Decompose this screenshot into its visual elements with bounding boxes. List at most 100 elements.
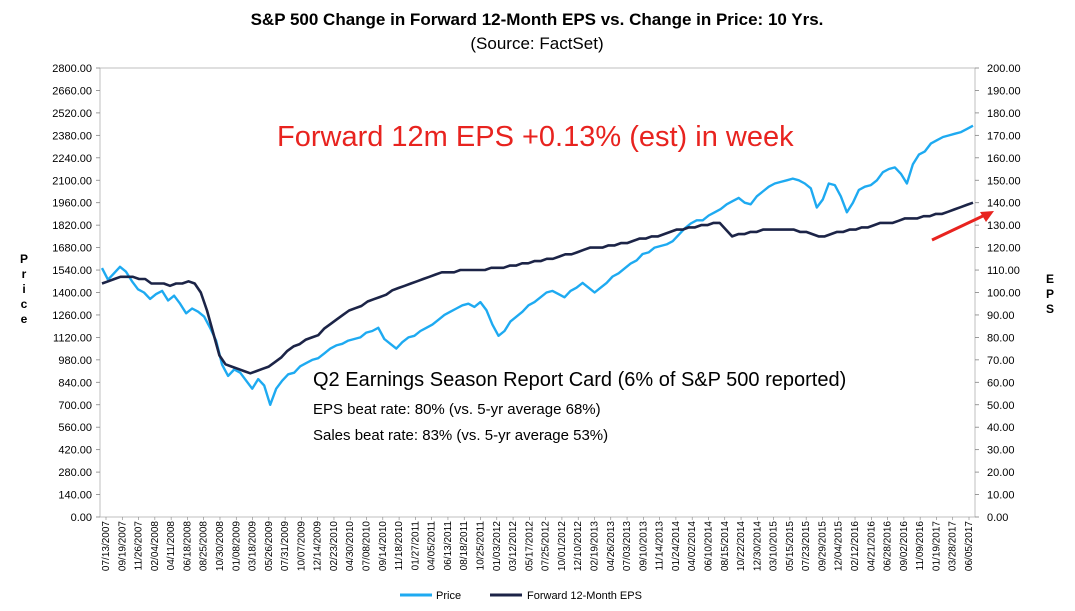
x-tick-label: 04/30/2010 [345,521,356,571]
report-card-title: Q2 Earnings Season Report Card (6% of S&… [313,369,846,391]
x-tick-label: 11/09/2016 [915,521,926,571]
x-tick-label: 02/23/2010 [329,521,340,571]
x-tick-label: 07/03/2013 [622,521,633,571]
x-tick-label: 07/13/2007 [101,521,112,571]
y-left-tick-label: 140.00 [58,490,92,502]
y-left-tick-label: 2380.00 [52,130,92,142]
x-tick-label: 12/10/2012 [573,521,584,571]
y-right-tick-label: 120.00 [987,243,1021,255]
x-tick-label: 01/19/2017 [931,521,942,571]
y-right-tick-label: 80.00 [987,332,1015,344]
x-tick-label: 06/10/2014 [703,521,714,571]
y-right-tick-label: 140.00 [987,198,1021,210]
x-tick-label: 09/02/2016 [899,521,910,571]
price-series-line [100,124,974,406]
y-right-tick-label: 30.00 [987,445,1015,457]
x-tick-label: 08/18/2011 [459,521,470,571]
x-tick-label: 01/27/2011 [410,521,421,571]
legend: Price Forward 12-Month EPS [400,590,642,602]
y-right-tick-label: 130.00 [987,220,1021,232]
x-tick-label: 10/22/2014 [736,521,747,571]
y-left-tick-label: 1820.00 [52,220,92,232]
x-tick-label: 05/17/2012 [524,521,535,571]
x-tick-label: 04/11/2008 [166,521,177,571]
x-tick-label: 12/30/2014 [752,521,763,571]
y-left-tick-label: 2100.00 [52,175,92,187]
y-left-tick-label: 2520.00 [52,108,92,120]
y-right-tick-label: 70.00 [987,355,1015,367]
x-tick-label: 01/08/2009 [231,521,242,571]
x-tick-label: 02/04/2008 [150,521,161,571]
y-right-tick-label: 90.00 [987,310,1015,322]
y-right-tick-label: 20.00 [987,467,1015,479]
y-left-tick-label: 560.00 [58,422,92,434]
y-right-tick-label: 170.00 [987,130,1021,142]
y-right-tick-label: 0.00 [987,512,1008,524]
eps-beat-rate: EPS beat rate: 80% (vs. 5-yr average 68%… [313,401,601,418]
y-left-tick-label: 1540.00 [52,265,92,277]
x-tick-label: 05/26/2009 [264,521,275,571]
y-right-tick-label: 40.00 [987,422,1015,434]
x-tick-label: 04/05/2011 [427,521,438,571]
y-left-tick-label: 1960.00 [52,198,92,210]
x-tick-label: 01/03/2012 [492,521,503,571]
y-left-tick-label: 700.00 [58,400,92,412]
y-axis-right: 0.00 10.00 20.00 30.00 40.00 50.00 60.00 70.00 8… [975,63,1021,524]
trend-arrow-shaft [931,213,986,242]
y-right-tick-label: 180.00 [987,108,1021,120]
x-tick-label: 02/19/2013 [589,521,600,571]
x-tick-label: 06/28/2016 [883,521,894,571]
x-tick-label: 06/13/2011 [443,521,454,571]
y-right-tick-label: 190.00 [987,85,1021,97]
y-left-tick-label: 420.00 [58,445,92,457]
x-tick-label: 04/26/2013 [606,521,617,571]
legend-eps-label: Forward 12-Month EPS [527,590,642,602]
y-right-tick-label: 110.00 [987,265,1020,277]
y-right-tick-label: 150.00 [987,175,1021,187]
x-tick-label: 03/12/2012 [508,521,519,571]
x-tick-label: 10/01/2012 [557,521,568,571]
y-left-tick-label: 2660.00 [52,85,92,97]
trend-arrow-head [980,211,994,222]
x-tick-label: 07/08/2010 [362,521,373,571]
x-tick-label: 06/05/2017 [964,521,975,571]
y-left-tick-label: 1400.00 [52,288,92,300]
y-left-tick-label: 1260.00 [52,310,92,322]
x-tick-label: 05/15/2015 [785,521,796,571]
sales-beat-rate: Sales beat rate: 83% (vs. 5-yr average 5… [313,427,608,444]
x-tick-label: 10/07/2009 [296,521,307,571]
y-left-tick-label: 1120.00 [53,332,92,344]
x-tick-label: 10/25/2011 [476,521,487,571]
y-left-tick-label: 0.00 [71,512,92,524]
x-tick-label: 11/26/2007 [134,521,145,571]
x-axis: 07/13/2007 09/19/2007 11/26/2007 02/04/2008… [101,517,975,571]
x-tick-label: 06/18/2008 [182,521,193,571]
y-left-tick-label: 840.00 [58,377,92,389]
x-tick-label: 07/23/2015 [801,521,812,571]
eps-series-line [101,201,974,375]
x-tick-label: 03/18/2009 [248,521,259,571]
y-right-tick-label: 50.00 [987,400,1015,412]
legend-price-label: Price [436,590,461,602]
x-tick-label: 07/31/2009 [280,521,291,571]
x-tick-label: 03/10/2015 [769,521,780,571]
y-right-tick-label: 60.00 [987,377,1015,389]
x-tick-label: 02/12/2016 [850,521,861,571]
x-tick-label: 09/19/2007 [117,521,128,571]
weekly-eps-annotation: Forward 12m EPS +0.13% (est) in week [277,121,794,153]
x-tick-label: 09/10/2013 [638,521,649,571]
x-tick-label: 12/14/2009 [313,521,324,571]
x-tick-label: 11/14/2013 [655,521,666,571]
x-tick-label: 09/29/2015 [817,521,828,571]
x-tick-label: 12/04/2015 [834,521,845,571]
x-tick-label: 07/25/2012 [541,521,552,571]
y-right-tick-label: 100.00 [987,288,1021,300]
chart-title: S&P 500 Change in Forward 12-Month EPS v… [251,10,824,29]
y-left-tick-label: 280.00 [58,467,92,479]
